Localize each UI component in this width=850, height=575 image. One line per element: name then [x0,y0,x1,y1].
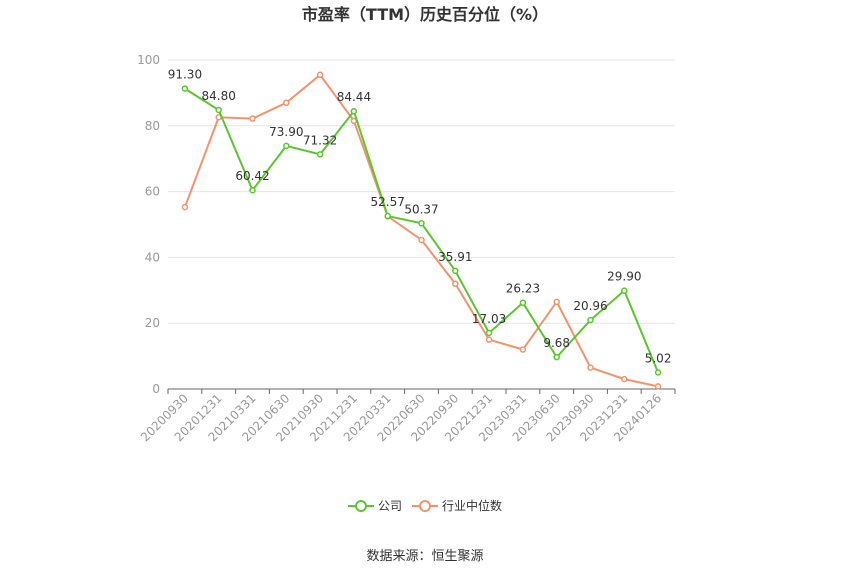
series-point-0 [553,353,560,361]
series-point-0 [587,316,594,324]
grid-lines [168,59,675,324]
series-point-0 [485,329,493,337]
chart-title: 市盈率（TTM）历史百分位（%） [302,5,548,24]
series-point-1 [283,99,290,107]
series-point-0 [654,369,662,376]
data-label: 50.37 [404,202,438,216]
series-line-0 [184,87,660,373]
series-layer [181,71,662,390]
series-point-1 [418,236,425,244]
data-label: 20.96 [573,299,607,313]
series-point-0 [384,212,391,220]
x-axis: 2020093020201231202103312021063020210930… [138,388,676,444]
y-tick-label: 20 [145,316,160,330]
series-point-1 [316,71,324,79]
series-point-1 [553,298,560,306]
y-tick-label: 40 [145,250,160,264]
data-label: 91.30 [168,68,202,82]
y-tick-label: 60 [145,185,160,199]
data-label: 17.03 [472,312,506,326]
data-label: 84.44 [337,90,371,104]
series-point-0 [249,186,256,194]
legend-marker-industry [419,500,431,512]
series-line-1 [183,73,659,388]
y-axis-ticks: 0 20 40 60 80 100 [137,53,160,396]
data-label: 84.80 [202,89,236,103]
source-note: 数据来源：恒生聚源 [366,549,483,564]
series-point-0 [350,107,358,115]
data-label: 60.42 [235,169,269,183]
legend-item-industry[interactable]: 行业中位数 [412,498,502,513]
y-tick-label: 100 [137,53,160,67]
series-point-1 [452,280,459,287]
series-point-0 [283,142,290,150]
legend-item-company[interactable]: 公司 [348,499,402,513]
series-point-1 [249,115,256,122]
series-point-0 [452,267,459,275]
data-label: 35.91 [438,250,472,264]
data-label: 73.90 [269,125,303,139]
series-point-0 [418,220,425,227]
legend-label-company: 公司 [378,499,402,513]
series-point-1 [654,383,662,390]
data-label: 71.32 [303,133,337,147]
legend-label-industry: 行业中位数 [442,498,502,513]
series-point-0 [316,151,324,158]
series-point-1 [485,336,493,343]
series-point-1 [621,375,628,383]
data-label: 26.23 [506,282,540,296]
series-point-1 [181,203,189,211]
legend-marker-company [355,500,367,512]
y-tick-label: 0 [152,382,160,396]
data-label: 5.02 [645,351,672,365]
series-point-1 [587,364,594,371]
data-label: 9.68 [543,336,570,350]
series-point-0 [519,299,527,306]
data-label: 29.90 [607,270,641,284]
data-label: 52.57 [371,195,405,209]
series-point-0 [181,85,189,92]
legend[interactable]: 公司 行业中位数 [348,498,502,513]
series-point-0 [621,287,628,294]
series-point-0 [215,106,222,114]
y-tick-label: 80 [145,119,160,133]
series-point-1 [519,346,527,353]
